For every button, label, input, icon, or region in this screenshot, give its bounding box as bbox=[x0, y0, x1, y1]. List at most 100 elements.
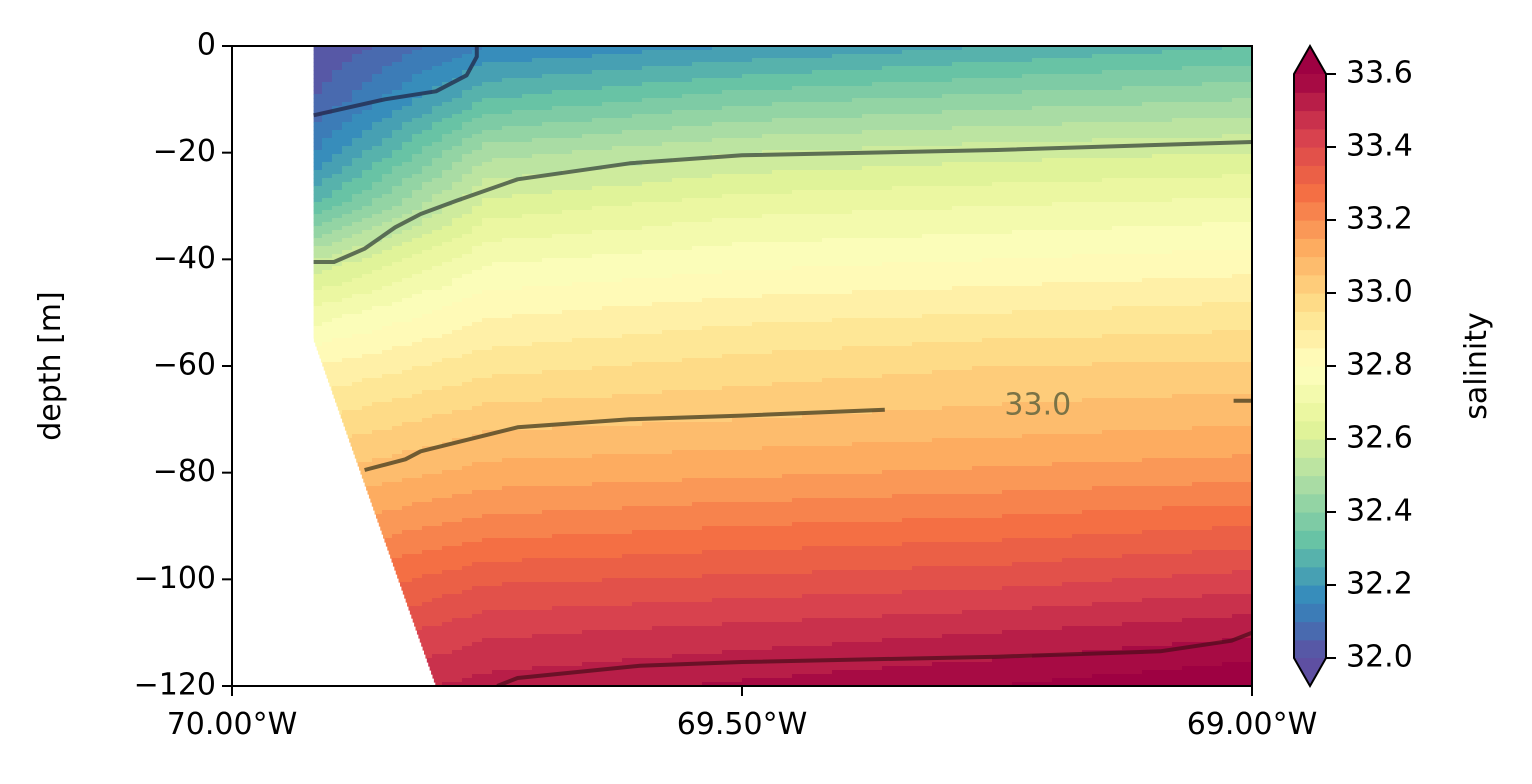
field-cell bbox=[1182, 78, 1193, 83]
field-cell bbox=[1202, 146, 1213, 151]
field-cell bbox=[522, 58, 533, 63]
field-cell bbox=[492, 238, 503, 243]
field-cell bbox=[402, 242, 413, 247]
field-cell bbox=[552, 234, 563, 239]
field-cell bbox=[842, 126, 853, 131]
field-cell bbox=[612, 226, 623, 231]
field-cell bbox=[842, 174, 853, 179]
field-cell bbox=[812, 242, 823, 247]
field-cell bbox=[802, 158, 813, 163]
field-cell bbox=[1102, 134, 1113, 139]
field-cell bbox=[942, 210, 953, 215]
field-cell bbox=[572, 154, 583, 159]
field-cell bbox=[313, 74, 323, 79]
field-cell bbox=[1122, 94, 1133, 99]
field-cell bbox=[362, 82, 373, 87]
field-cell bbox=[732, 146, 743, 151]
field-cell bbox=[832, 74, 843, 79]
field-cell bbox=[313, 90, 323, 95]
field-cell bbox=[1162, 202, 1173, 207]
field-cell bbox=[1222, 174, 1233, 179]
field-cell bbox=[1012, 74, 1023, 79]
field-cell bbox=[462, 58, 473, 63]
field-cell bbox=[342, 94, 353, 99]
field-cell bbox=[352, 182, 363, 187]
field-cell bbox=[902, 78, 913, 83]
field-cell bbox=[332, 82, 343, 87]
field-cell bbox=[532, 254, 543, 259]
field-cell bbox=[702, 162, 713, 167]
field-cell bbox=[612, 182, 623, 187]
field-cell bbox=[432, 78, 443, 83]
field-cell bbox=[1122, 90, 1133, 95]
field-cell bbox=[322, 234, 333, 239]
field-cell bbox=[1082, 86, 1093, 91]
field-cell bbox=[1042, 94, 1053, 99]
field-cell bbox=[642, 254, 653, 259]
field-cell bbox=[732, 234, 743, 239]
field-cell bbox=[1092, 154, 1103, 159]
field-cell bbox=[532, 138, 543, 143]
field-cell bbox=[692, 186, 703, 191]
field-cell bbox=[1112, 58, 1123, 63]
field-cell bbox=[802, 190, 813, 195]
field-cell bbox=[672, 202, 683, 207]
field-cell bbox=[1132, 102, 1143, 107]
field-cell bbox=[542, 110, 553, 115]
field-cell bbox=[432, 62, 443, 67]
field-cell bbox=[692, 106, 703, 111]
field-cell bbox=[1142, 166, 1153, 171]
field-cell bbox=[1002, 138, 1013, 143]
field-cell bbox=[922, 250, 933, 255]
field-cell bbox=[862, 94, 873, 99]
field-cell bbox=[1182, 170, 1193, 175]
field-cell bbox=[762, 46, 773, 51]
field-cell bbox=[952, 122, 963, 127]
field-cell bbox=[692, 62, 703, 67]
field-cell bbox=[752, 134, 763, 139]
field-cell bbox=[402, 194, 413, 199]
field-cell bbox=[792, 118, 803, 123]
field-cell bbox=[642, 170, 653, 175]
field-cell bbox=[722, 70, 733, 75]
field-cell bbox=[462, 134, 473, 139]
field-cell bbox=[852, 106, 863, 111]
field-cell bbox=[1142, 62, 1153, 67]
field-cell bbox=[972, 50, 983, 55]
field-cell bbox=[1002, 126, 1013, 131]
field-cell bbox=[1042, 170, 1053, 175]
field-cell bbox=[742, 234, 753, 239]
field-cell bbox=[422, 142, 433, 147]
field-cell bbox=[1182, 98, 1193, 103]
field-cell bbox=[1202, 230, 1213, 235]
field-cell bbox=[1192, 154, 1203, 159]
field-cell bbox=[722, 238, 733, 243]
field-cell bbox=[1212, 110, 1223, 115]
field-cell bbox=[592, 70, 603, 75]
field-cell bbox=[582, 114, 593, 119]
field-cell bbox=[1242, 238, 1252, 243]
field-cell bbox=[662, 166, 673, 171]
field-cell bbox=[852, 62, 863, 67]
field-cell bbox=[1232, 146, 1243, 151]
field-cell bbox=[852, 182, 863, 187]
field-cell bbox=[942, 158, 953, 163]
field-cell bbox=[642, 146, 653, 151]
field-cell bbox=[832, 178, 843, 183]
field-cell bbox=[862, 186, 873, 191]
field-cell bbox=[1182, 190, 1193, 195]
field-cell bbox=[462, 110, 473, 115]
field-cell bbox=[732, 150, 743, 155]
field-cell bbox=[912, 130, 923, 135]
field-cell bbox=[372, 110, 383, 115]
field-cell bbox=[782, 78, 793, 83]
field-cell bbox=[612, 66, 623, 71]
field-cell bbox=[992, 50, 1003, 55]
field-cell bbox=[422, 178, 433, 183]
field-cell bbox=[822, 82, 833, 87]
field-cell bbox=[632, 254, 643, 259]
field-cell bbox=[572, 62, 583, 67]
field-cell bbox=[1002, 170, 1013, 175]
field-cell bbox=[1152, 138, 1163, 143]
field-cell bbox=[602, 94, 613, 99]
